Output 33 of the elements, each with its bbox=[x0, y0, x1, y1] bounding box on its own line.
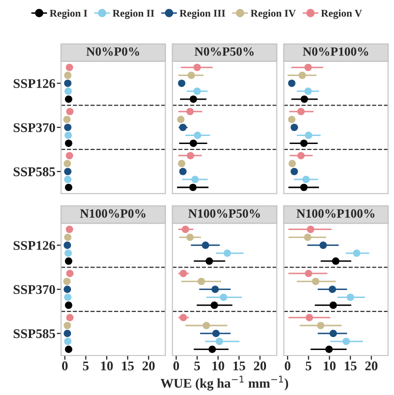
x-tick-label: 10 bbox=[212, 361, 224, 370]
x-tick-label: 20 bbox=[254, 361, 266, 370]
x-tick-label: 0 bbox=[62, 361, 68, 370]
legend-label: Region V bbox=[321, 9, 362, 19]
chart-title: N0%P100% bbox=[302, 47, 368, 56]
x-tick-label: 15 bbox=[344, 362, 357, 370]
y-tick-label: SSP585 bbox=[14, 329, 56, 338]
y-tick-label: SSP126 bbox=[14, 79, 56, 88]
x-tick-label: 10 bbox=[101, 361, 113, 370]
legend-label: Region IV bbox=[250, 9, 296, 19]
x-tick-label: 15 bbox=[122, 362, 134, 370]
chart-title: N100%P0% bbox=[80, 209, 146, 218]
chart-title: N0%P0% bbox=[86, 47, 140, 56]
legend-label: Region I bbox=[50, 9, 88, 19]
y-tick-label: SSP126 bbox=[14, 241, 56, 250]
x-tick-label: 5 bbox=[83, 362, 89, 370]
legend-label: Region III bbox=[180, 9, 226, 19]
y-tick-label: SSP370 bbox=[14, 285, 56, 294]
x-axis-title: WUE (kg ha$^{−1}$ mm$^{−1}$) bbox=[160, 376, 288, 390]
x-tick-label: 0 bbox=[284, 361, 290, 370]
x-tick-label: 5 bbox=[306, 362, 312, 370]
x-tick-label: 5 bbox=[194, 362, 200, 370]
y-tick-label: SSP585 bbox=[14, 167, 56, 176]
chart-title: N100%P50% bbox=[188, 209, 260, 218]
legend-label: Region II bbox=[112, 9, 154, 19]
x-tick-label: 20 bbox=[142, 361, 155, 370]
x-tick-label: 10 bbox=[324, 361, 336, 370]
x-tick-label: 20 bbox=[365, 361, 378, 370]
y-tick-label: SSP370 bbox=[14, 123, 56, 132]
x-tick-label: 0 bbox=[173, 361, 180, 370]
x-tick-label: 15 bbox=[233, 362, 246, 370]
chart-title: N0%P50% bbox=[194, 47, 254, 56]
chart-title: N100%P100% bbox=[296, 209, 374, 218]
